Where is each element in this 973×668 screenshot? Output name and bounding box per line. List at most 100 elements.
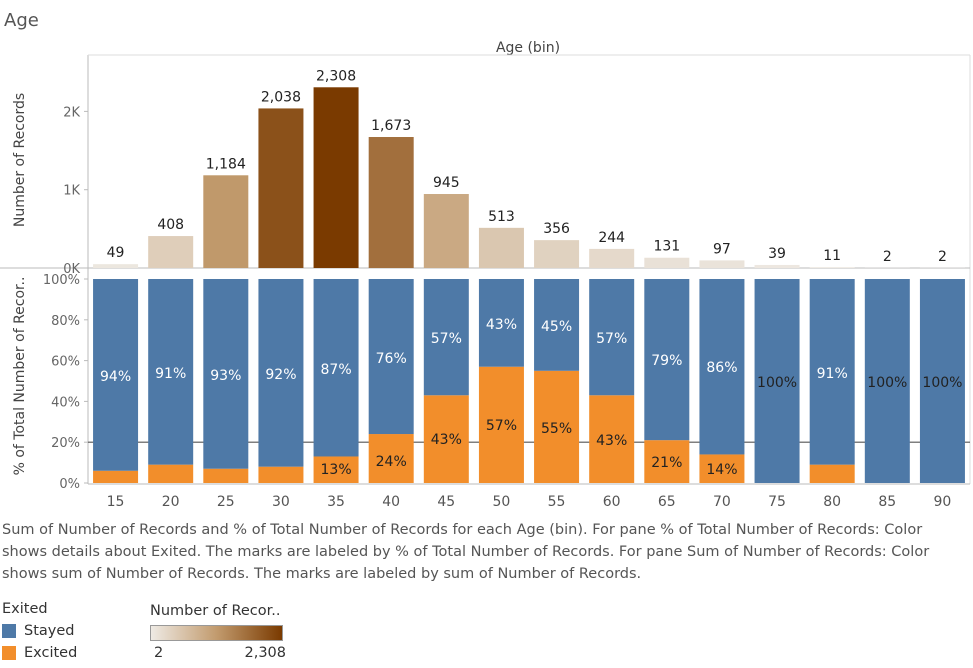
excited-bar bbox=[93, 470, 139, 483]
count-data-label: 2 bbox=[883, 249, 892, 265]
excited-bar bbox=[589, 395, 635, 483]
stayed-data-label: 91% bbox=[155, 366, 186, 382]
excited-bar bbox=[258, 466, 304, 483]
stayed-swatch bbox=[2, 624, 16, 638]
excited-bar bbox=[644, 440, 690, 483]
stayed-bar bbox=[258, 279, 304, 467]
percent-bars bbox=[93, 279, 965, 483]
excited-bar bbox=[203, 468, 249, 483]
count-color-legend: Number of Recor.. 2 2,308 bbox=[150, 603, 286, 665]
excited-bar bbox=[699, 454, 745, 483]
top-y-tick-label: 0K bbox=[63, 262, 80, 277]
chart-axes: Age (bin) Number of Records % of Total Num… bbox=[0, 40, 971, 510]
stayed-bar bbox=[478, 279, 524, 367]
count-bar bbox=[699, 260, 745, 268]
x-tick-label: 90 bbox=[934, 494, 952, 510]
top-y-tick-label: 1K bbox=[63, 184, 80, 199]
x-tick-label: 50 bbox=[493, 494, 511, 510]
stayed-bar bbox=[864, 279, 910, 483]
sheet-title: Age bbox=[4, 10, 39, 31]
excited-data-label: 57% bbox=[486, 418, 517, 434]
count-legend-title: Number of Recor.. bbox=[150, 603, 281, 619]
top-y-tick-label: 2K bbox=[63, 105, 80, 120]
count-bar bbox=[809, 267, 855, 268]
chart-caption: Sum of Number of Records and % of Total … bbox=[2, 522, 930, 582]
count-data-label: 513 bbox=[488, 209, 515, 225]
x-tick-label: 35 bbox=[327, 494, 345, 510]
count-data-label: 131 bbox=[653, 239, 680, 255]
x-tick-label: 70 bbox=[713, 494, 731, 510]
x-tick-label: 60 bbox=[603, 494, 621, 510]
x-tick-label: 15 bbox=[107, 494, 125, 510]
stayed-bar bbox=[423, 279, 469, 396]
count-bar bbox=[423, 194, 469, 268]
stayed-bar bbox=[754, 279, 800, 483]
x-tick-label: 25 bbox=[217, 494, 235, 510]
count-data-label: 408 bbox=[157, 217, 184, 233]
chart-labels: 49 408 1,184 2,038 2,308 1,673 945 513 356 244 131… bbox=[100, 68, 962, 478]
stayed-data-label: 86% bbox=[706, 360, 737, 376]
x-tick-label: 55 bbox=[548, 494, 566, 510]
chart-area: Age (bin) Number of Records % of Total Num… bbox=[0, 40, 971, 510]
count-data-label: 1,673 bbox=[371, 118, 411, 134]
legend-item-excited[interactable]: Excited bbox=[2, 642, 77, 664]
count-legend-max: 2,308 bbox=[244, 645, 286, 661]
count-gradient-bar bbox=[150, 625, 283, 641]
excited-bar bbox=[809, 464, 855, 483]
stayed-data-label: 87% bbox=[321, 362, 352, 378]
x-tick-label: 65 bbox=[658, 494, 676, 510]
count-bars bbox=[93, 87, 965, 268]
count-bar bbox=[203, 175, 249, 268]
stayed-bar bbox=[809, 279, 855, 465]
legend-item-stayed[interactable]: Stayed bbox=[2, 620, 77, 642]
count-bar bbox=[534, 240, 580, 268]
stayed-data-label: 100% bbox=[922, 375, 962, 391]
excited-data-label: 24% bbox=[376, 454, 407, 470]
excited-bar bbox=[368, 434, 414, 483]
bottom-y-tick-label: 40% bbox=[51, 395, 80, 410]
top-y-axis-title: Number of Records bbox=[12, 93, 28, 227]
x-tick-label: 40 bbox=[382, 494, 400, 510]
stayed-bar bbox=[699, 279, 745, 455]
count-bar bbox=[313, 87, 359, 268]
x-tick-label: 80 bbox=[823, 494, 841, 510]
excited-bar bbox=[423, 395, 469, 483]
excited-bar bbox=[478, 366, 524, 483]
count-data-label: 2 bbox=[938, 249, 947, 265]
excited-bar bbox=[148, 464, 194, 483]
bottom-y-tick-label: 100% bbox=[43, 273, 80, 288]
excited-swatch bbox=[2, 646, 16, 660]
x-tick-label: 45 bbox=[437, 494, 455, 510]
stayed-bar bbox=[93, 279, 139, 471]
bottom-y-tick-label: 60% bbox=[51, 355, 80, 370]
count-bar bbox=[754, 264, 800, 268]
stayed-bar bbox=[644, 279, 690, 441]
count-legend-min: 2 bbox=[154, 645, 164, 661]
count-bar bbox=[258, 108, 304, 268]
bottom-y-tick-label: 80% bbox=[51, 314, 80, 329]
stayed-data-label: 79% bbox=[651, 353, 682, 369]
bottom-y-tick-label: 20% bbox=[51, 436, 80, 451]
count-data-label: 11 bbox=[823, 248, 841, 264]
stayed-data-label: 57% bbox=[431, 331, 462, 347]
bottom-y-axis-title: % of Total Number of Recor.. bbox=[12, 277, 28, 476]
stayed-data-label: 43% bbox=[486, 317, 517, 333]
count-bar bbox=[93, 264, 139, 268]
x-tick-label: 30 bbox=[272, 494, 290, 510]
count-bar bbox=[368, 137, 414, 268]
stayed-bar bbox=[589, 279, 635, 396]
stayed-data-label: 94% bbox=[100, 369, 131, 385]
stayed-data-label: 45% bbox=[541, 319, 572, 335]
count-data-label: 39 bbox=[768, 246, 786, 262]
exited-legend: Exited Stayed Excited bbox=[2, 601, 77, 664]
stayed-bar bbox=[919, 279, 965, 483]
count-bar bbox=[478, 227, 524, 268]
stayed-data-label: 76% bbox=[376, 351, 407, 367]
count-bar bbox=[644, 257, 690, 268]
excited-data-label: 55% bbox=[541, 421, 572, 437]
stayed-data-label: 91% bbox=[817, 366, 848, 382]
stayed-bar bbox=[203, 279, 249, 469]
excited-bar bbox=[313, 456, 359, 483]
bottom-y-tick-label: 0% bbox=[59, 477, 80, 492]
legend-label-excited: Excited bbox=[24, 645, 78, 661]
